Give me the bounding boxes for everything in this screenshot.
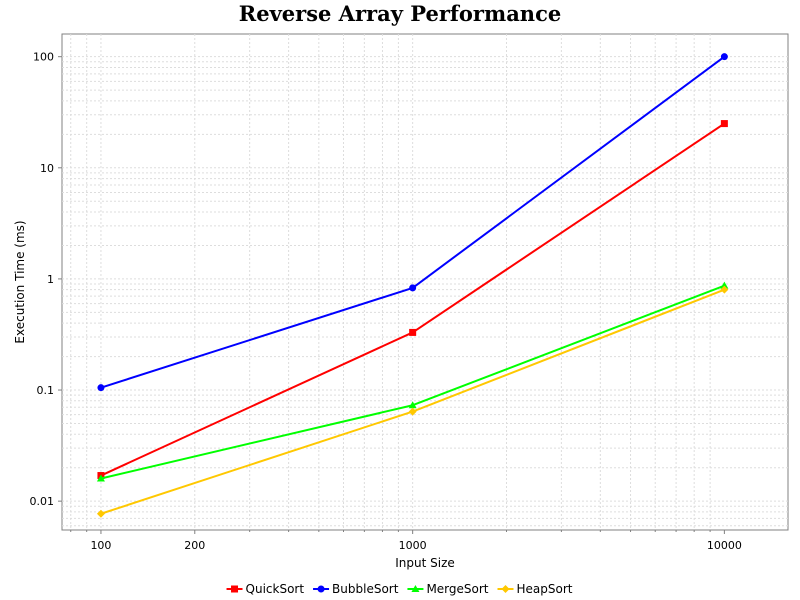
grid-lines: [62, 34, 788, 530]
x-tick-label: 200: [184, 539, 205, 552]
y-tick-label: 0.01: [30, 495, 55, 508]
legend-label: HeapSort: [516, 582, 572, 596]
series-mergesort: [96, 281, 729, 482]
plot-area: [61, 33, 789, 531]
legend-marker: [317, 585, 325, 593]
quicksort-point: [720, 120, 728, 128]
legend-marker: [231, 585, 239, 593]
heapsort-point: [96, 509, 105, 518]
heapsort-point: [408, 407, 417, 416]
x-axis-label: Input Size: [395, 556, 455, 570]
x-tick-label: 100: [90, 539, 111, 552]
mergesort-point: [408, 401, 417, 409]
heapsort-point: [720, 285, 729, 294]
legend-item-quicksort: QuickSort: [226, 582, 305, 596]
legend-marker: [501, 585, 510, 593]
y-axis-label: Execution Time (ms): [13, 220, 27, 343]
legend-label: BubbleSort: [332, 582, 399, 596]
x-tick-label: 1000: [399, 539, 427, 552]
mergesort-point: [720, 281, 729, 289]
legend-label: QuickSort: [246, 582, 305, 596]
y-axis-ticks: 0.01 0.1 1 10 100: [30, 51, 62, 508]
x-axis-ticks: 100 200 1000 10000: [70, 530, 742, 552]
y-tick-label: 100: [33, 51, 54, 64]
legend-item-mergesort: MergeSort: [407, 582, 489, 596]
bubblesort-point: [409, 284, 417, 292]
series-group: [96, 53, 729, 518]
x-tick-label: 10000: [707, 539, 742, 552]
y-tick-label: 1: [47, 273, 54, 286]
legend-label: MergeSort: [426, 582, 488, 596]
series-heapsort: [96, 285, 729, 518]
quicksort-point: [409, 328, 417, 336]
legend: QuickSort BubbleSort MergeSort HeapSort: [226, 582, 573, 596]
chart-title: Reverse Array Performance: [239, 1, 561, 26]
y-tick-label: 0.1: [37, 384, 55, 397]
bubblesort-point: [720, 53, 728, 61]
legend-marker: [411, 585, 420, 592]
mergesort-point: [96, 474, 105, 482]
legend-item-heapsort: HeapSort: [497, 582, 573, 596]
y-tick-label: 10: [40, 162, 54, 175]
legend-item-bubblesort: BubbleSort: [313, 582, 399, 596]
series-bubblesort: [97, 53, 728, 392]
bubblesort-point: [97, 384, 105, 392]
